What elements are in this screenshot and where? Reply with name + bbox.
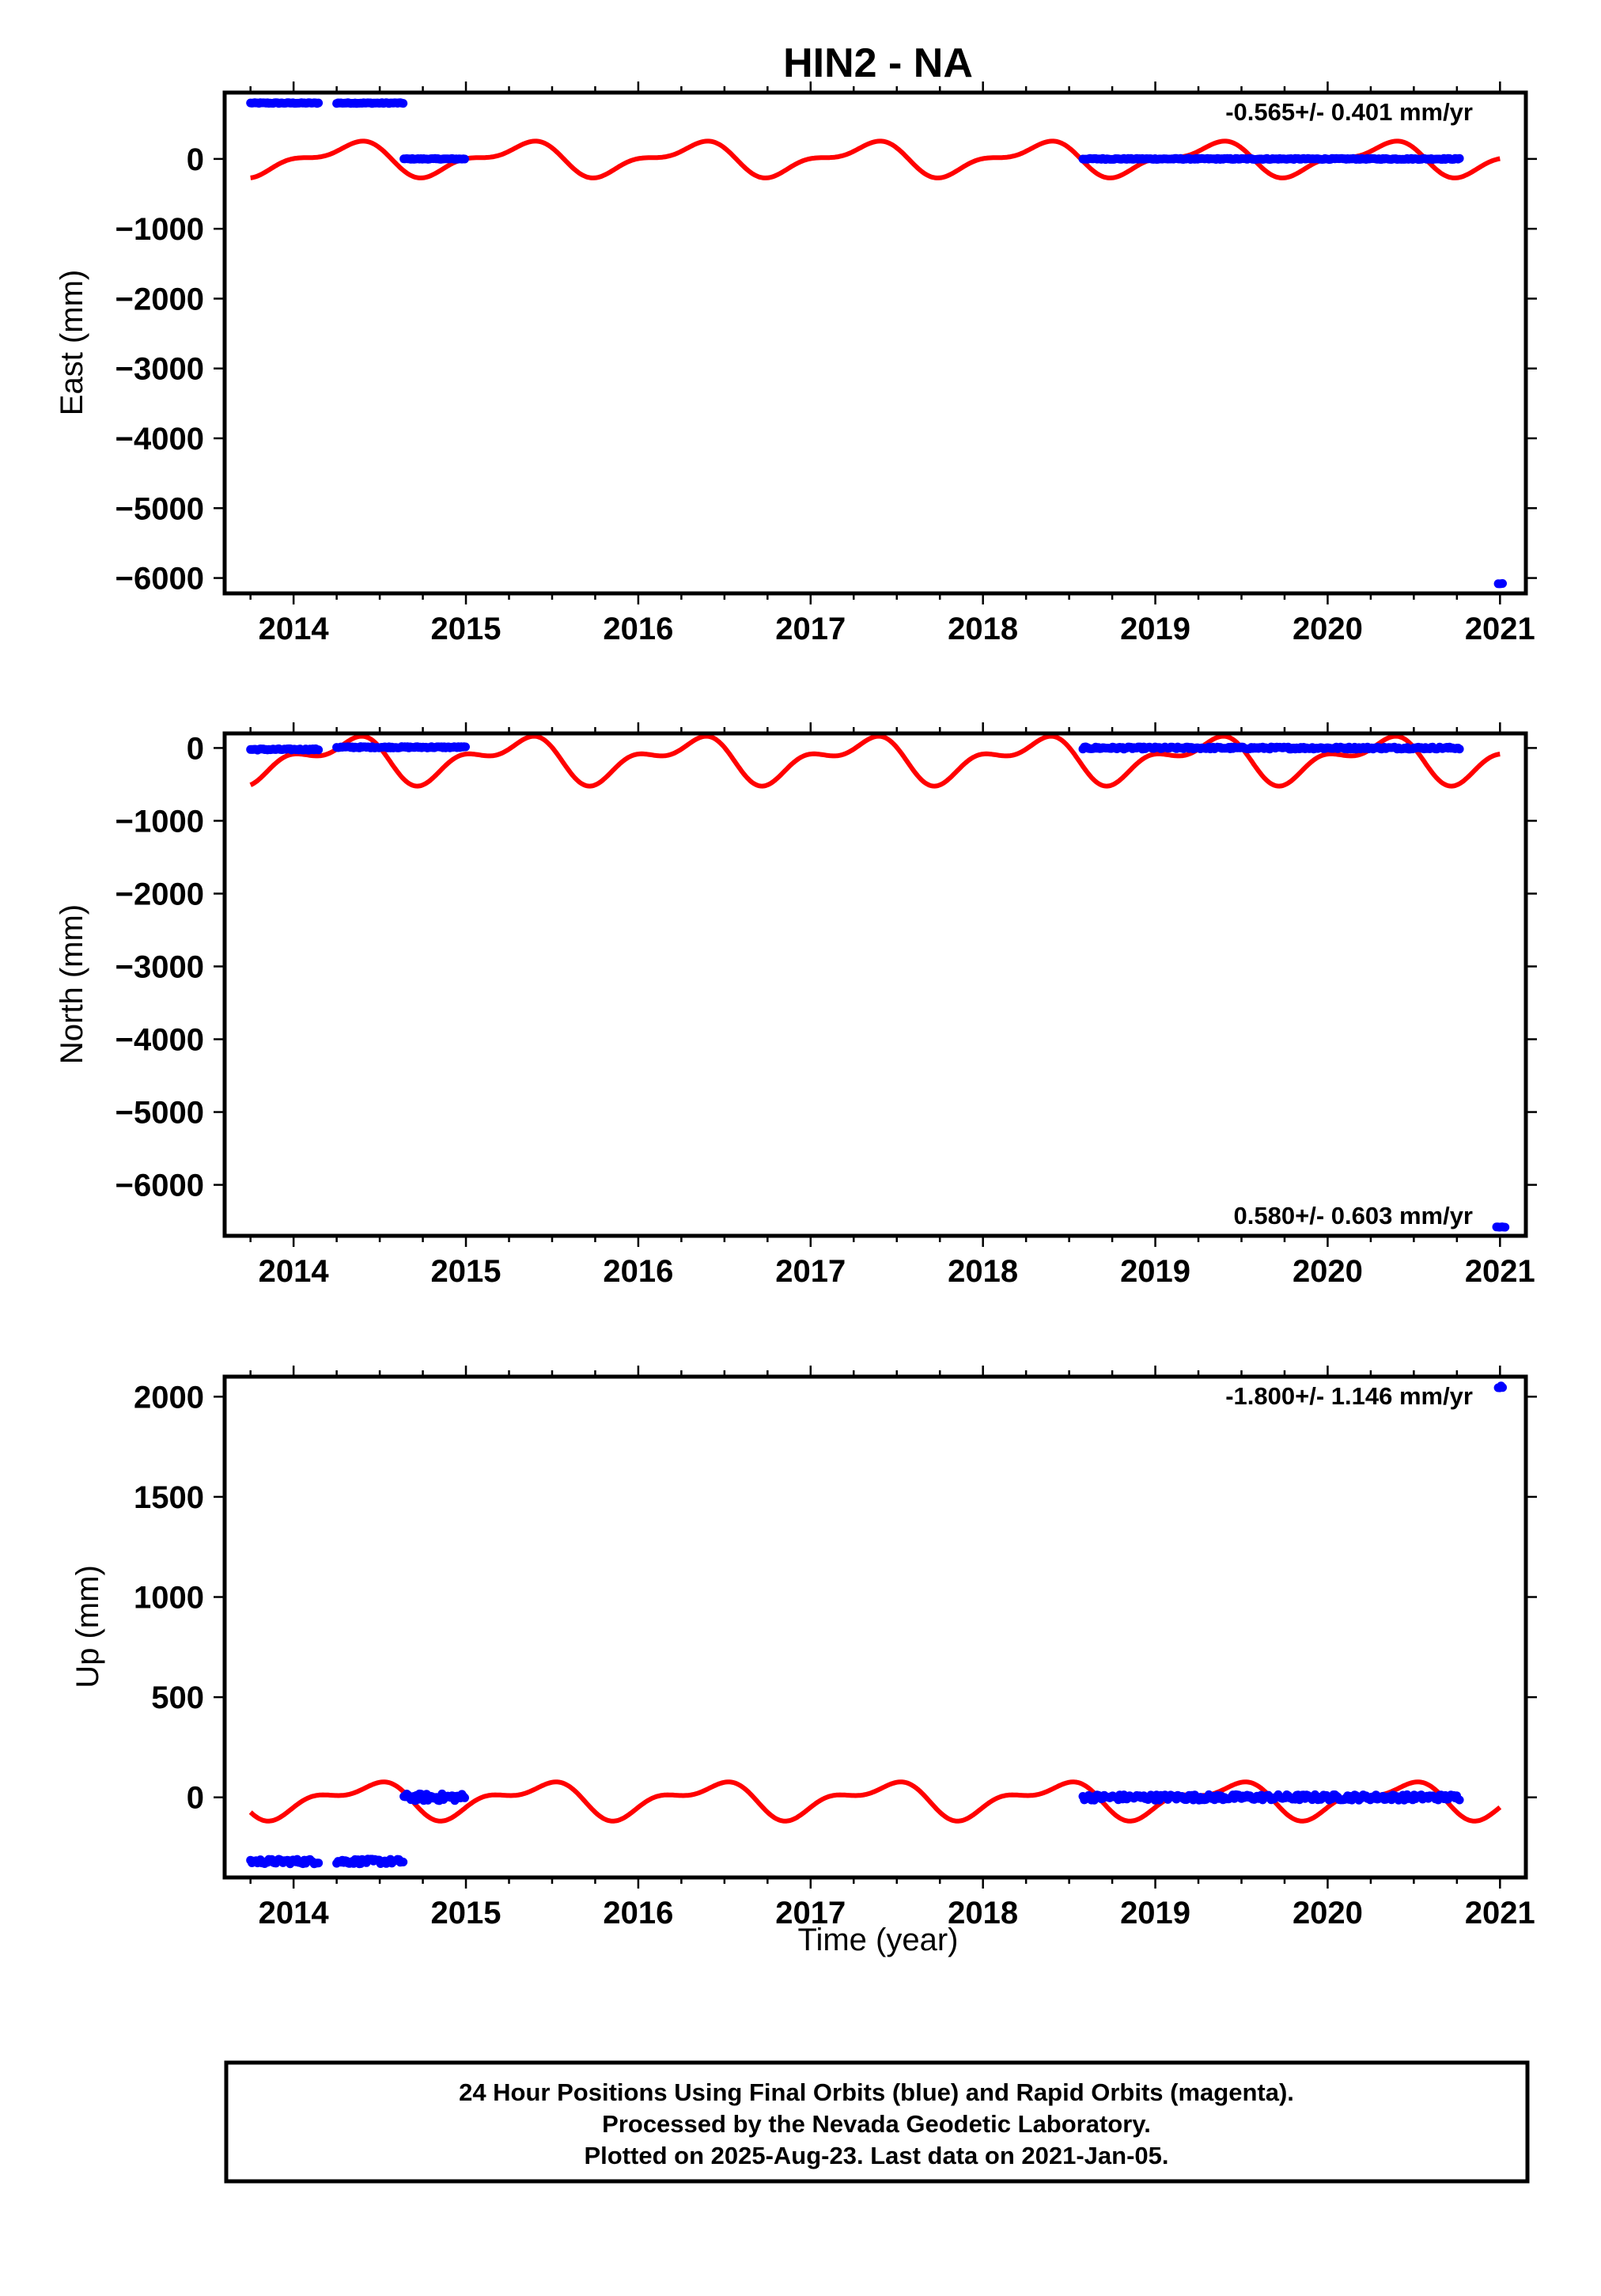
y-tick-label: 1000 [134,1581,204,1616]
x-tick-label: 2014 [259,612,330,646]
footer-box: 24 Hour Positions Using Final Orbits (bl… [224,2060,1530,2184]
y-tick-label: −3000 [115,949,204,984]
up-panel-grid: 2014 2015 2016 2017 2018 2019 2020 2021 0 500 1000… [134,1366,1537,1930]
north-panel-grid: 2014 2015 2016 2017 2018 2019 2020 2021 0 −1000 −2… [115,722,1537,1289]
east-panel-frame [222,90,1528,596]
x-tick-label: 2020 [1293,1254,1363,1289]
y-tick-label: 2000 [134,1380,204,1415]
x-tick-label: 2017 [775,612,846,646]
east-ylabel: East (mm) [55,270,89,415]
x-tick-label: 2019 [1120,612,1190,646]
footer-line-3: Plotted on 2025-Aug-23. Last data on 202… [584,2142,1168,2169]
up-panel-model [248,1779,1502,1824]
y-tick-label: −2000 [115,877,204,911]
north-panel-data [246,742,1510,1232]
x-tick-label: 2021 [1465,612,1535,646]
up-rate-label: -1.800+/- 1.146 mm/yr [1225,1382,1473,1410]
footer-line-2: Processed by the Nevada Geodetic Laborat… [602,2110,1151,2138]
y-tick-label: −1000 [115,212,204,247]
x-tick-label: 2017 [775,1254,846,1289]
x-tick-label: 2021 [1465,1254,1535,1289]
y-tick-label: −4000 [115,1023,204,1058]
x-tick-label: 2018 [948,1896,1018,1930]
y-tick-label: −6000 [115,1169,204,1203]
y-tick-label: −6000 [115,562,204,597]
north-rate-label: 0.580+/- 0.603 mm/yr [1234,1202,1473,1229]
x-tick-label: 2015 [431,1896,501,1930]
up-ylabel: Up (mm) [70,1565,105,1688]
up-panel-data [246,1381,1507,1869]
x-tick-label: 2020 [1293,612,1363,646]
east-panel-grid: 2014 2015 2016 2017 2018 2019 2020 2021 0 −1000 −2… [115,81,1537,646]
x-tick-label: 2018 [948,612,1018,646]
position-point [1498,579,1507,588]
y-tick-label: −5000 [115,1096,204,1131]
x-tick-label: 2014 [259,1254,330,1289]
x-axis-label: Time (year) [798,1923,959,1957]
footer-line-1: 24 Hour Positions Using Final Orbits (bl… [459,2078,1294,2106]
x-tick-label: 2019 [1120,1254,1190,1289]
position-point [314,745,324,755]
x-tick-label: 2016 [603,1896,673,1930]
north-panel: 2014 2015 2016 2017 2018 2019 2020 2021 0 −1000 −2… [55,722,1537,1289]
chart-title: HIN2 - NA [783,40,973,86]
position-point [461,742,470,752]
x-tick-label: 2020 [1293,1896,1363,1930]
y-tick-label: −3000 [115,352,204,387]
footer-frame [224,2060,1530,2184]
x-tick-label: 2014 [259,1896,330,1930]
position-point [314,1858,324,1868]
seasonal-model-curve [248,1779,1502,1824]
y-tick-label: −2000 [115,282,204,316]
position-point [1455,153,1464,163]
x-tick-label: 2015 [431,612,501,646]
y-tick-label: 1500 [134,1480,204,1515]
position-point [460,154,469,164]
x-tick-label: 2017 [775,1896,846,1930]
north-ylabel: North (mm) [55,904,89,1064]
position-point [1498,1383,1507,1392]
north-panel-model [249,733,1501,789]
y-tick-label: 0 [187,731,204,766]
y-tick-label: −1000 [115,804,204,839]
up-panel: 2014 2015 2016 2017 2018 2019 2020 2021 0 500 1000… [70,1366,1537,1930]
seasonal-model-curve [249,733,1501,789]
x-tick-label: 2016 [603,1254,673,1289]
position-point [1455,1795,1464,1805]
north-panel-frame [222,731,1528,1238]
position-point [1455,744,1464,754]
east-rate-label: -0.565+/- 0.401 mm/yr [1225,98,1473,126]
y-tick-label: 0 [187,142,204,177]
position-point [460,1793,469,1802]
east-panel-data [246,98,1507,589]
position-point [399,99,408,108]
up-panel-frame [222,1374,1528,1880]
x-tick-label: 2021 [1465,1896,1535,1930]
x-tick-label: 2018 [948,1254,1018,1289]
east-panel: 2014 2015 2016 2017 2018 2019 2020 2021 0 −1000 −2… [55,81,1537,646]
y-tick-label: 0 [187,1781,204,1816]
x-tick-label: 2016 [603,612,673,646]
y-tick-label: 500 [151,1680,204,1715]
position-point [399,1858,408,1866]
y-tick-label: −4000 [115,422,204,457]
y-tick-label: −5000 [115,491,204,526]
x-tick-label: 2015 [431,1254,501,1289]
x-tick-label: 2019 [1120,1896,1190,1930]
position-point [314,98,324,108]
position-point [1501,1222,1510,1232]
